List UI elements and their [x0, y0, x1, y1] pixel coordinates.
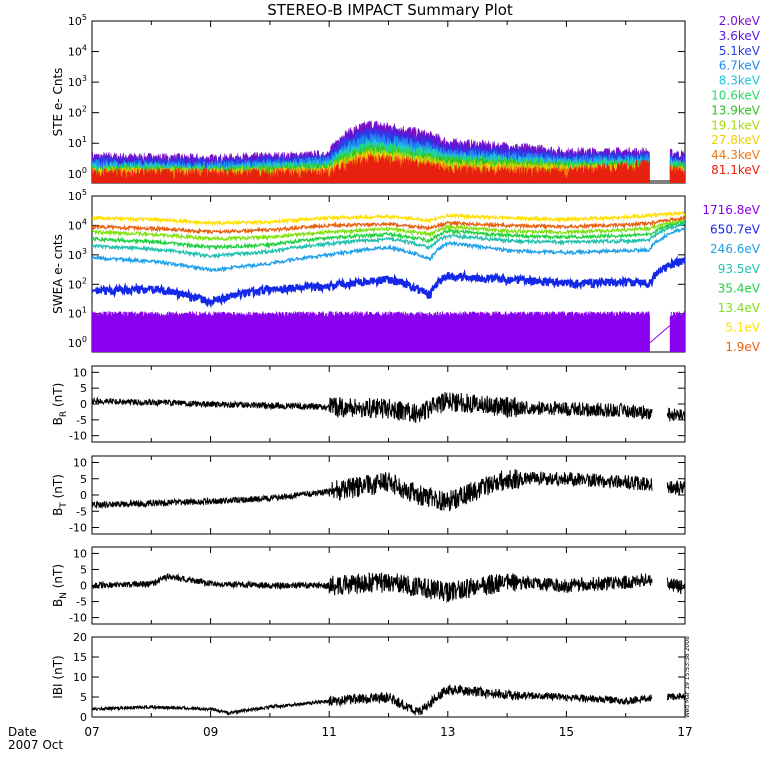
- series-5.1eV: [92, 210, 685, 227]
- legend-entry: 19.1keV: [711, 118, 761, 132]
- legend-entry: 3.6keV: [719, 29, 761, 43]
- legend-entry: 93.5eV: [718, 262, 761, 276]
- panel-data: [92, 210, 685, 352]
- y-tick-label: -10: [69, 612, 87, 625]
- legend-entry: 10.6keV: [711, 89, 761, 103]
- y-axis-label: SWEA e- cnts: [51, 234, 65, 314]
- x-tick-label: 15: [559, 725, 574, 739]
- y-tick-label: 100: [68, 335, 87, 350]
- panel-frame: [91, 636, 686, 718]
- legend-entry: 8.3keV: [719, 74, 761, 88]
- legend-entry: 246.6eV: [710, 242, 761, 256]
- panel-swea: 100 101 102 103 104 105 SWEA e- cnts 1716.8eV 65…: [51, 188, 761, 354]
- legend-entry: 5.1eV: [725, 321, 760, 335]
- series-1716.8eV-gap: [649, 325, 671, 344]
- y-axis-label: BN (nT): [51, 564, 69, 607]
- y-tick-label: 0: [80, 711, 87, 724]
- y-tick-label: 0: [80, 398, 87, 411]
- x-tick-label: 09: [203, 725, 218, 739]
- y-tick-label: 5: [80, 563, 87, 576]
- y-tick-label: 105: [68, 13, 87, 28]
- y-tick-label: 101: [68, 306, 87, 321]
- legend-entry: 650.7eV: [710, 223, 761, 237]
- x-tick-label: 11: [322, 725, 337, 739]
- y-tick-label: 10: [73, 457, 87, 470]
- y-tick-label: 0: [80, 580, 87, 593]
- y-axis-label: IBI (nT): [51, 655, 65, 698]
- y-tick-label: 15: [73, 651, 87, 664]
- y-axis-label: BR (nT): [51, 383, 69, 426]
- panel-ste: 100 101 102 103 104 105 STE e- Cnts 2.0keV3.6ke…: [51, 13, 761, 184]
- y-tick-label: 104: [68, 44, 87, 59]
- legend-entry: 27.8keV: [711, 133, 761, 147]
- series-br: [92, 391, 685, 423]
- y-tick-label: -5: [76, 414, 87, 427]
- legend-entry: 2.0keV: [719, 14, 761, 28]
- panel-data: [92, 571, 685, 604]
- panel-data: [92, 391, 685, 423]
- y-tick-label: 10: [73, 366, 87, 379]
- y-tick-label: 5: [80, 382, 87, 395]
- legend-entry: 13.4eV: [718, 301, 761, 315]
- x-tick-label: 13: [440, 725, 455, 739]
- y-tick-label: -5: [76, 596, 87, 609]
- panel-btot: 20 15 10 5 0 IBI (nT): [51, 631, 686, 724]
- y-tick-label: 100: [68, 166, 87, 181]
- series-93.5eV: [92, 220, 685, 260]
- series-650.7eV: [92, 255, 685, 309]
- legend-entry: 1.9eV: [725, 340, 760, 354]
- legend-entry: 6.7keV: [719, 59, 761, 73]
- y-tick-label: 103: [68, 247, 87, 262]
- y-tick-label: 102: [68, 105, 87, 120]
- y-tick-label: 20: [73, 631, 87, 644]
- legend-entry: 44.3keV: [711, 148, 761, 162]
- y-tick-label: -10: [69, 430, 87, 443]
- series-81.1keV: [92, 154, 685, 183]
- y-tick-label: 102: [68, 276, 87, 291]
- series-bn: [92, 571, 685, 604]
- x-tick-label: 07: [84, 725, 99, 739]
- timestamp: Wed Mar 19 15:53:38 2008: [684, 636, 691, 718]
- x-tick-label: 17: [677, 725, 692, 739]
- y-axis-label: BT (nT): [51, 474, 69, 516]
- y-axis-label: STE e- Cnts: [51, 68, 65, 137]
- y-tick-label: 10: [73, 547, 87, 560]
- series-bt: [92, 469, 685, 512]
- series-btot: [92, 684, 685, 717]
- series-1.9eV: [92, 214, 685, 235]
- y-tick-label: 101: [68, 135, 87, 150]
- y-tick-label: 105: [68, 188, 87, 203]
- legend-entry: 35.4eV: [718, 281, 761, 295]
- panel-data: [92, 469, 685, 512]
- panel-data: [92, 684, 685, 717]
- series-246.6eV: [92, 227, 685, 273]
- legend-entry: 81.1keV: [711, 163, 761, 177]
- panel-data: [92, 120, 685, 183]
- y-tick-label: 103: [68, 74, 87, 89]
- y-tick-label: -5: [76, 505, 87, 518]
- y-tick-label: 5: [80, 691, 87, 704]
- legend-entry: 13.9keV: [711, 103, 761, 117]
- legend-entry: 1716.8eV: [702, 203, 760, 217]
- y-tick-label: 10: [73, 671, 87, 684]
- y-tick-label: 0: [80, 489, 87, 502]
- date-label: Date: [8, 725, 37, 739]
- y-tick-label: 104: [68, 217, 87, 232]
- plot-title: STEREO-B IMPACT Summary Plot: [267, 1, 513, 19]
- panel-frame: [91, 455, 686, 535]
- y-tick-label: -10: [69, 522, 87, 535]
- y-tick-label: 5: [80, 473, 87, 486]
- series-35.4eV: [92, 218, 685, 252]
- series-13.4eV: [92, 216, 685, 242]
- legend-entry: 5.1keV: [719, 44, 761, 58]
- series-1716.8eV: [92, 311, 685, 352]
- date-sub-label: 2007 Oct: [8, 738, 63, 752]
